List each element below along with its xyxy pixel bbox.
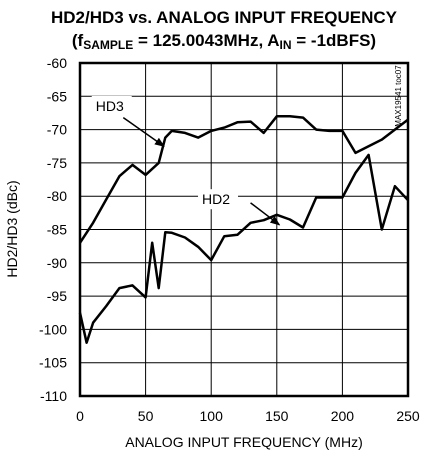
y-tick-label: -110 [40, 388, 67, 404]
x-tick-labels: 0 50 100 150 200 250 [76, 408, 420, 424]
figure-code: MAX19541 toc07 [394, 65, 403, 127]
y-axis-label: HD2/HD3 (dBc) [4, 180, 20, 277]
x-tick-label: 250 [396, 408, 420, 424]
series-line-hd3 [78, 115, 409, 244]
annotation-bg-hd2 [198, 189, 239, 210]
y-tick-labels: -60 -65 -70 -75 -80 -85 -90 -95 -100 -105 -110 [39, 55, 67, 404]
series-lines [78, 115, 409, 344]
y-tick-label: -70 [47, 122, 67, 138]
y-tick-label: -80 [47, 188, 67, 204]
annotation-hd2-label: HD2 [202, 191, 230, 207]
annotations: HD3 HD2 [91, 95, 281, 226]
y-tick-label: -100 [39, 321, 67, 337]
x-tick-label: 50 [138, 408, 154, 424]
annotation-hd3-label: HD3 [96, 98, 124, 114]
plot-frame [78, 61, 410, 398]
x-tick-label: 200 [331, 408, 355, 424]
y-tick-label: -65 [47, 88, 67, 104]
x-tick-label: 0 [76, 408, 84, 424]
y-tick-label: -85 [47, 222, 67, 238]
x-tick-label: 150 [265, 408, 289, 424]
y-tick-label: -75 [47, 155, 67, 171]
annotation-hd2-arrow [250, 202, 281, 226]
y-tick-label: -60 [47, 55, 67, 71]
x-axis-label: ANALOG INPUT FREQUENCY (MHz) [125, 434, 363, 450]
annotation-hd3-arrow [122, 116, 165, 147]
y-tick-label: -90 [47, 255, 67, 271]
y-tick-label: -95 [47, 288, 67, 304]
chart-title: HD2/HD3 vs. ANALOG INPUT FREQUENCY [51, 8, 398, 27]
series-line-hd2 [78, 153, 409, 344]
y-tick-label: -105 [39, 355, 67, 371]
x-tick-label: 100 [200, 408, 224, 424]
chart-subtitle: (fSAMPLE = 125.0043MHz, AIN = -1dBFS) [72, 31, 376, 52]
annotation-bg-hd3 [91, 95, 132, 116]
